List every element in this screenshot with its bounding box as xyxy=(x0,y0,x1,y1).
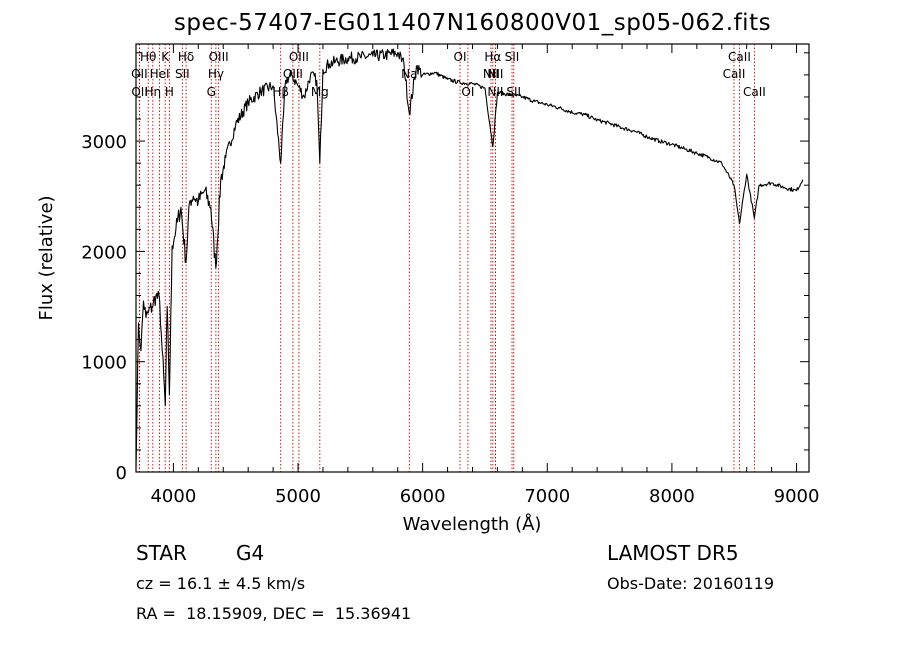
x-tick-label: 4000 xyxy=(150,486,196,507)
spectrum-line xyxy=(135,48,804,467)
line-marker-labels: Hθ K Hδ OIII OIII OI Hα SII CaII OII HeI SII Hγ OIII N… xyxy=(131,50,766,99)
x-tick-label: 7000 xyxy=(524,486,570,507)
axis-ticks xyxy=(136,44,809,473)
line-marker-label: Hδ xyxy=(178,50,194,64)
object-class: STAR xyxy=(136,541,187,565)
line-marker-label: K xyxy=(161,50,170,64)
y-tick-label: 2000 xyxy=(81,242,127,263)
line-marker-label: OIII xyxy=(289,50,309,64)
y-tick-label: 0 xyxy=(116,463,127,484)
coordinates-text: RA = 18.15909, DEC = 15.36941 xyxy=(136,604,412,623)
line-marker-label: OIII xyxy=(283,67,303,81)
line-marker-label: OI xyxy=(454,50,467,64)
x-tick-label: 6000 xyxy=(400,486,446,507)
line-marker-label: Mg xyxy=(311,85,329,99)
line-marker-label: SII xyxy=(505,50,520,64)
line-marker-label: Hα xyxy=(484,50,501,64)
redshift-text: cz = 16.1 ± 4.5 km/s xyxy=(136,574,306,593)
line-marker-label: H xyxy=(165,85,174,99)
line-marker-label: Hη xyxy=(145,85,162,99)
axis-tick-labels: 4000 5000 6000 7000 8000 9000 0 1000 2000 3000 xyxy=(81,132,819,507)
plot-title: spec-57407-EG011407N160800V01_sp05-062.f… xyxy=(173,10,772,36)
line-marker-label: Na xyxy=(401,67,417,81)
line-marker-label: NII xyxy=(483,67,499,81)
line-marker-label: OII xyxy=(131,67,148,81)
line-marker-label: CaII xyxy=(728,50,751,64)
line-marker-label: Hβ xyxy=(272,85,289,99)
plot-frame xyxy=(135,43,810,473)
line-marker-label: OIII xyxy=(209,50,229,64)
line-marker-label: Hγ xyxy=(208,67,224,81)
x-axis-label: Wavelength (Å) xyxy=(403,513,542,535)
x-tick-label: 5000 xyxy=(275,486,321,507)
object-subclass: G4 xyxy=(236,541,265,565)
line-marker-label: CaII xyxy=(743,85,766,99)
line-marker-label: Hθ xyxy=(140,50,156,64)
line-marker-label: SII xyxy=(506,85,521,99)
line-marker-label: NII xyxy=(487,67,503,81)
x-tick-label: 8000 xyxy=(649,486,695,507)
survey-name: LAMOST DR5 xyxy=(607,541,739,565)
line-marker-label: OII xyxy=(131,85,148,99)
y-tick-label: 3000 xyxy=(81,132,127,153)
obs-date: Obs-Date: 20160119 xyxy=(607,574,775,593)
line-marker-label: NII xyxy=(487,85,503,99)
y-axis-label: Flux (relative) xyxy=(36,195,57,320)
line-marker-label: SII xyxy=(175,67,190,81)
line-marker-label: CaII xyxy=(723,67,746,81)
line-marker-label: OI xyxy=(461,85,474,99)
line-markers xyxy=(138,44,755,472)
line-marker-label: HeI xyxy=(150,67,170,81)
y-tick-label: 1000 xyxy=(81,353,127,374)
x-tick-label: 9000 xyxy=(774,486,820,507)
line-marker-label: G xyxy=(207,85,216,99)
